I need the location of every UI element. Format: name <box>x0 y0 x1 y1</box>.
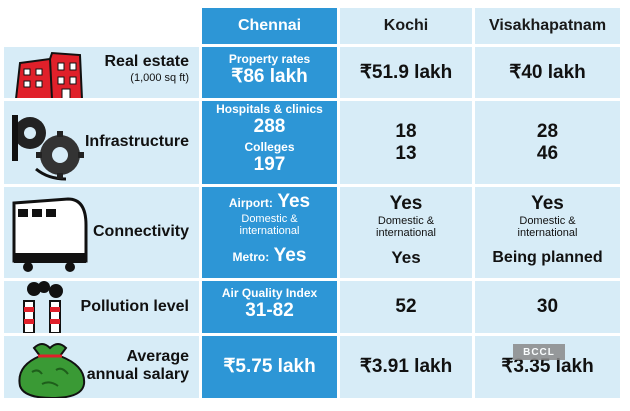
visakhapatnam-detail-2: international <box>517 227 578 239</box>
airport-caption: Airport: <box>228 196 273 210</box>
kochi-salary-value: ₹3.91 lakh <box>359 356 453 377</box>
visakhapatnam-detail-1: Domestic & <box>519 215 576 227</box>
aqi-caption: Air Quality Index <box>221 286 318 300</box>
visakhapatnam-aqi-value: 30 <box>536 296 559 317</box>
kochi-metro-value: Yes <box>391 248 421 267</box>
chennai-connectivity: Airport: Yes Domestic & international Me… <box>202 187 337 278</box>
kochi-aqi-value: 52 <box>395 296 417 317</box>
chennai-hospitals-value: 288 <box>253 116 286 137</box>
label-salary: Average annual salary <box>87 348 189 384</box>
chennai-salary-value: ₹5.75 lakh <box>223 356 316 377</box>
chennai-metro-line: Metro: Yes <box>202 245 337 267</box>
kochi-detail-1: Domestic & <box>377 215 435 227</box>
metro-caption: Metro: <box>232 250 270 264</box>
kochi-hospitals-value: 18 <box>395 121 417 142</box>
label-cell-pollution: Pollution level <box>4 281 199 333</box>
chennai-airport-value: Yes <box>277 191 311 212</box>
gears-icon <box>12 115 84 181</box>
label-cell-real-estate: Real estate (1,000 sq ft) <box>4 47 199 98</box>
kochi-detail-2: international <box>376 227 436 239</box>
chennai-airport-line: Airport: Yes <box>202 191 337 213</box>
real-estate-sublabel: (1,000 sq ft) <box>130 72 189 84</box>
visakhapatnam-pollution: 30 <box>475 281 620 333</box>
kochi-pollution: 52 <box>340 281 472 333</box>
kochi-airport-value: Yes <box>389 193 423 214</box>
colleges-caption: Colleges <box>244 140 295 154</box>
salary-label-line-2: annual salary <box>86 366 189 383</box>
label-pollution: Pollution level <box>80 298 189 315</box>
header-kochi: Kochi <box>340 8 472 44</box>
visakhapatnam-property-value: ₹40 lakh <box>509 61 586 83</box>
visakhapatnam-colleges-value: 46 <box>536 143 559 164</box>
chennai-real-estate: Property rates ₹86 lakh <box>202 47 337 98</box>
salary-label-line-1: Average <box>126 348 189 365</box>
money-bag-icon <box>18 343 86 398</box>
row-real-estate: Real estate (1,000 sq ft) Property rates… <box>4 47 620 98</box>
label-cell-connectivity: Connectivity <box>4 187 199 278</box>
chennai-airport-detail-1: Domestic & <box>241 213 298 225</box>
kochi-real-estate: ₹51.9 lakh <box>340 47 472 98</box>
label-infrastructure: Infrastructure <box>84 133 189 150</box>
kochi-infrastructure: 18 13 <box>340 101 472 184</box>
label-cell-salary: Average annual salary <box>4 336 199 398</box>
factory-smoke-icon <box>23 281 63 333</box>
visakhapatnam-airport-value: Yes <box>531 193 564 214</box>
row-pollution: Pollution level Air Quality Index 31-82 … <box>4 281 620 333</box>
building-icon <box>15 51 83 98</box>
row-connectivity: Connectivity Airport: Yes Domestic & int… <box>4 187 620 278</box>
kochi-colleges-value: 13 <box>395 143 417 164</box>
visakhapatnam-salary-value: ₹3.35 lakh <box>501 356 594 377</box>
kochi-property-value: ₹51.9 lakh <box>359 61 453 83</box>
header-chennai: Chennai <box>202 8 337 44</box>
bccl-watermark: BCCL <box>513 344 565 360</box>
label-connectivity: Connectivity <box>92 223 189 240</box>
chennai-infrastructure: Hospitals & clinics 288 Colleges 197 <box>202 101 337 184</box>
chennai-metro-value: Yes <box>273 245 307 266</box>
chennai-pollution: Air Quality Index 31-82 <box>202 281 337 333</box>
chennai-airport-detail-2: international <box>239 225 300 237</box>
real-estate-title: Real estate <box>104 53 190 70</box>
chennai-colleges-value: 197 <box>253 154 286 175</box>
row-salary: Average annual salary ₹5.75 lakh ₹3.91 l… <box>4 336 620 398</box>
chennai-salary: ₹5.75 lakh <box>202 336 337 398</box>
kochi-connectivity: Yes Domestic & international Yes <box>340 187 472 278</box>
kochi-salary: ₹3.91 lakh <box>340 336 472 398</box>
chennai-aqi-value: 31-82 <box>245 300 294 321</box>
hospitals-caption: Hospitals & clinics <box>216 102 323 116</box>
visakhapatnam-infrastructure: 28 46 <box>475 101 620 184</box>
property-rates-caption: Property rates <box>228 52 311 66</box>
row-infrastructure: Infrastructure Hospitals & clinics 288 C… <box>4 101 620 184</box>
chennai-property-value: ₹86 lakh <box>231 66 308 87</box>
visakhapatnam-connectivity: Yes Domestic & international Being plann… <box>475 187 620 278</box>
visakhapatnam-real-estate: ₹40 lakh <box>475 47 620 98</box>
visakhapatnam-hospitals-value: 28 <box>536 121 559 142</box>
label-real-estate: Real estate (1,000 sq ft) <box>105 53 190 85</box>
header-visakhapatnam: Visakhapatnam <box>475 8 620 44</box>
label-cell-infrastructure: Infrastructure <box>4 101 199 184</box>
visakhapatnam-metro-value: Being planned <box>492 249 603 266</box>
train-icon <box>12 197 88 272</box>
